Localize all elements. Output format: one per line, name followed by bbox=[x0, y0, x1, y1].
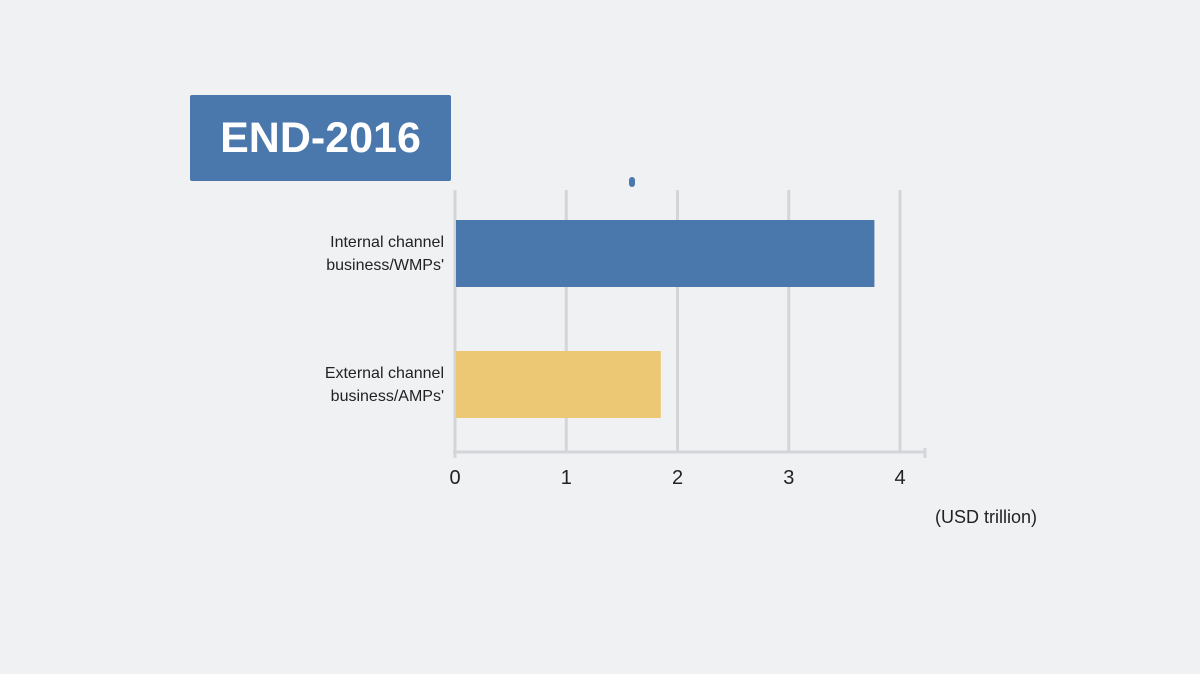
x-tick-label: 2 bbox=[672, 467, 683, 489]
bar-1 bbox=[456, 220, 875, 287]
x-tick-label: 3 bbox=[783, 467, 794, 489]
x-tick-label: 1 bbox=[561, 467, 572, 489]
chart-title: END-2016 bbox=[220, 113, 421, 162]
bar-2 bbox=[456, 351, 661, 418]
category-label: External channel bbox=[325, 365, 444, 382]
x-tick-label: 0 bbox=[449, 467, 460, 489]
chart-title-box: END-2016 bbox=[190, 95, 451, 181]
category-label: business/WMPs' bbox=[326, 257, 444, 274]
x-tick-label: 4 bbox=[894, 467, 905, 489]
marker-dot bbox=[629, 177, 635, 187]
category-label: Internal channel bbox=[330, 234, 444, 251]
x-axis-label: (USD trillion) bbox=[935, 507, 1037, 527]
category-label: business/AMPs' bbox=[331, 388, 444, 405]
